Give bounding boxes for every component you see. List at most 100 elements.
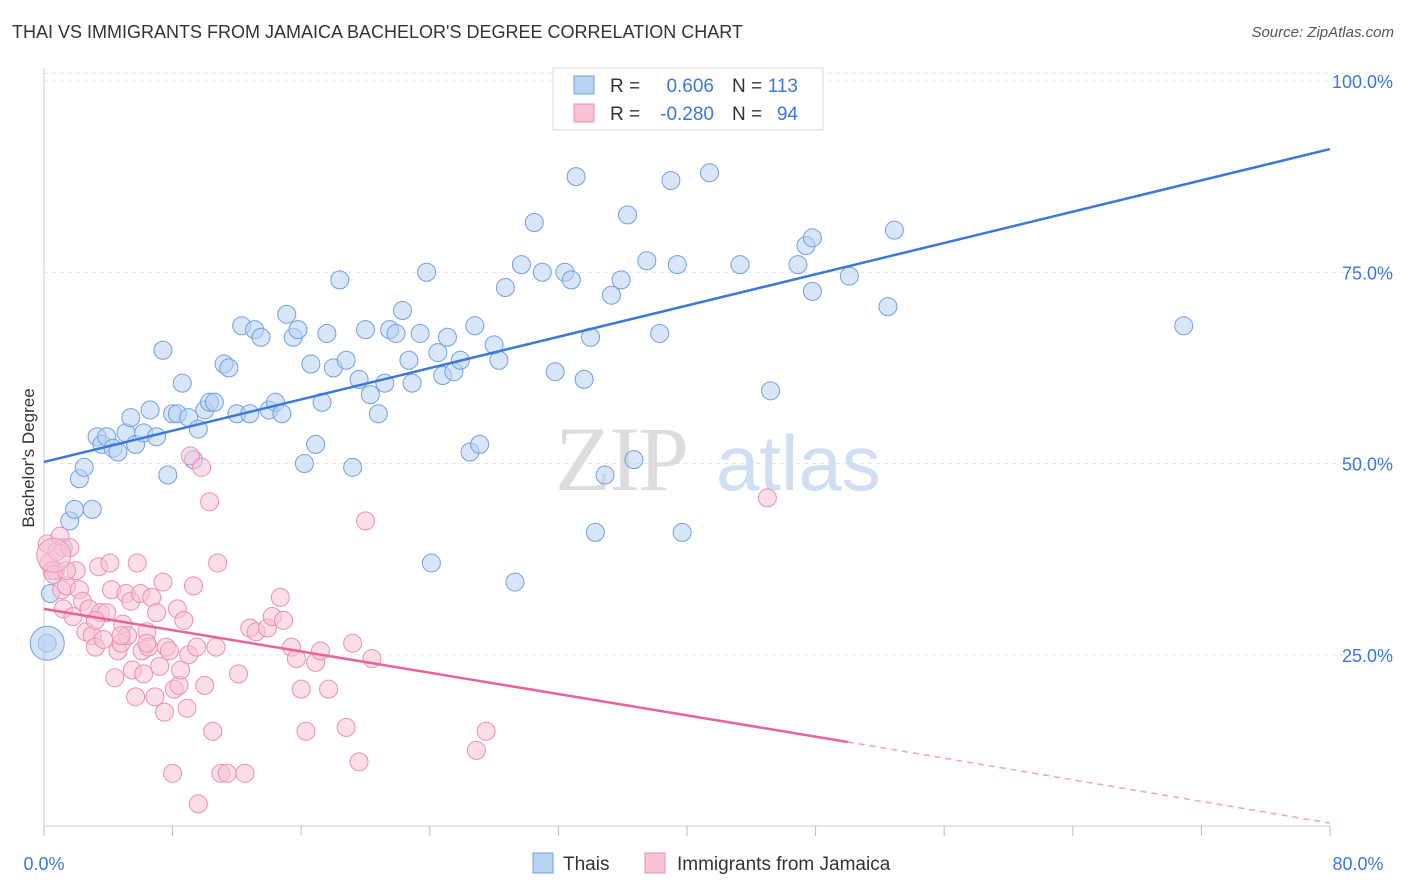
jamaica-point bbox=[200, 492, 220, 512]
thais-point bbox=[700, 163, 720, 183]
y-tick-label: 100.0% bbox=[1332, 72, 1393, 92]
thais-point bbox=[356, 320, 375, 340]
thais-point bbox=[884, 220, 904, 240]
thais-point bbox=[437, 327, 457, 347]
legend-bottom-swatch-thais bbox=[532, 852, 554, 874]
jamaica-point bbox=[356, 511, 375, 531]
thais-point bbox=[470, 434, 490, 454]
thais-point bbox=[153, 340, 173, 360]
jamaica-point bbox=[174, 610, 194, 630]
thais-point bbox=[386, 323, 406, 343]
jamaica-point bbox=[336, 717, 356, 737]
y-tick-labels: 25.0% 50.0% 75.0% 100.0% bbox=[1332, 72, 1393, 666]
thais-point bbox=[624, 450, 644, 470]
jamaica-point bbox=[159, 641, 179, 661]
jamaica-point bbox=[147, 603, 167, 623]
thais-point bbox=[121, 408, 141, 428]
thais-point bbox=[618, 205, 638, 225]
thais-point bbox=[495, 278, 515, 298]
thais-point bbox=[360, 385, 380, 405]
jamaica-point bbox=[63, 607, 83, 626]
jamaica-point bbox=[153, 572, 173, 592]
source-label: Source: ZipAtlas.com bbox=[1251, 24, 1394, 41]
thais-point bbox=[802, 228, 822, 248]
thais-point bbox=[802, 281, 822, 301]
thais-point bbox=[330, 270, 350, 290]
legend-bottom: Thais Immigrants from Jamaica bbox=[532, 852, 891, 875]
thais-point bbox=[219, 358, 239, 378]
thais-point bbox=[399, 350, 419, 370]
y-tick-label: 75.0% bbox=[1342, 263, 1393, 283]
watermark-zip: ZIP bbox=[555, 408, 687, 510]
jamaica-point-large bbox=[36, 537, 72, 573]
thais-point bbox=[524, 213, 544, 233]
thais-point bbox=[410, 323, 430, 343]
legend-top-r-label-thais: R = bbox=[610, 76, 640, 97]
jamaica-point bbox=[466, 740, 486, 760]
x-tick-label-max: 80.0% bbox=[1332, 854, 1383, 874]
jamaica-point bbox=[270, 587, 290, 607]
jamaica-point bbox=[296, 721, 316, 741]
thais-point bbox=[672, 522, 692, 542]
y-tick-label: 50.0% bbox=[1342, 455, 1393, 475]
jamaica-point bbox=[155, 702, 175, 722]
thais-point bbox=[428, 343, 448, 363]
jamaica-point bbox=[126, 687, 146, 707]
thais-point bbox=[505, 572, 525, 592]
jamaica-point bbox=[163, 763, 183, 783]
jamaica-point bbox=[310, 641, 330, 661]
thais-point bbox=[421, 553, 441, 573]
x-axis-ticks bbox=[43, 826, 1331, 836]
thais-point bbox=[336, 350, 356, 370]
thais-point bbox=[65, 499, 85, 519]
jamaica-point bbox=[319, 679, 339, 699]
thais-point bbox=[788, 255, 808, 275]
thais-point bbox=[204, 392, 224, 412]
jamaica-point bbox=[274, 610, 294, 630]
jamaica-point bbox=[111, 626, 131, 646]
jamaica-trendline-extension bbox=[847, 741, 1331, 824]
thais-point bbox=[661, 170, 681, 190]
watermark-atlas: atlas bbox=[716, 419, 881, 507]
thais-point bbox=[306, 434, 326, 454]
thais-point bbox=[545, 362, 565, 382]
jamaica-point bbox=[208, 553, 228, 573]
jamaica-point bbox=[171, 660, 191, 680]
jamaica-point bbox=[188, 794, 208, 814]
jamaica-point bbox=[187, 637, 207, 657]
thais-point bbox=[417, 262, 437, 282]
jamaica-point bbox=[150, 656, 170, 676]
jamaica-point bbox=[291, 679, 311, 699]
thais-point bbox=[465, 316, 485, 336]
thais-point bbox=[82, 499, 102, 519]
legend-top-swatch-thais bbox=[573, 75, 595, 95]
legend-top-r-value-thais: 0.606 bbox=[666, 76, 714, 97]
thais-point bbox=[288, 320, 308, 340]
series-thais-points bbox=[29, 163, 1194, 661]
thais-point bbox=[730, 255, 750, 275]
thais-point bbox=[392, 301, 412, 320]
jamaica-point bbox=[145, 687, 165, 707]
jamaica-point bbox=[757, 488, 777, 508]
thais-point bbox=[611, 270, 631, 290]
thais-point bbox=[272, 404, 292, 424]
thais-point bbox=[172, 373, 192, 393]
legend-top-r-value-jamaica: -0.280 bbox=[660, 104, 714, 125]
jamaica-point bbox=[180, 446, 200, 466]
legend-top-swatch-jamaica bbox=[573, 103, 595, 123]
thais-point bbox=[301, 354, 321, 374]
legend-bottom-label-thais: Thais bbox=[563, 854, 609, 875]
thais-point bbox=[878, 297, 898, 317]
legend-top-n-value-jamaica: 94 bbox=[777, 104, 799, 125]
jamaica-point bbox=[229, 664, 249, 684]
thais-point bbox=[140, 400, 160, 420]
thais-point bbox=[601, 285, 621, 305]
jamaica-point bbox=[183, 576, 203, 596]
jamaica-point bbox=[85, 610, 105, 630]
thais-point bbox=[637, 251, 657, 271]
legend-bottom-label-jamaica: Immigrants from Jamaica bbox=[677, 854, 891, 875]
jamaica-point bbox=[134, 664, 154, 684]
thais-point bbox=[511, 255, 531, 275]
thais-point bbox=[294, 454, 314, 473]
